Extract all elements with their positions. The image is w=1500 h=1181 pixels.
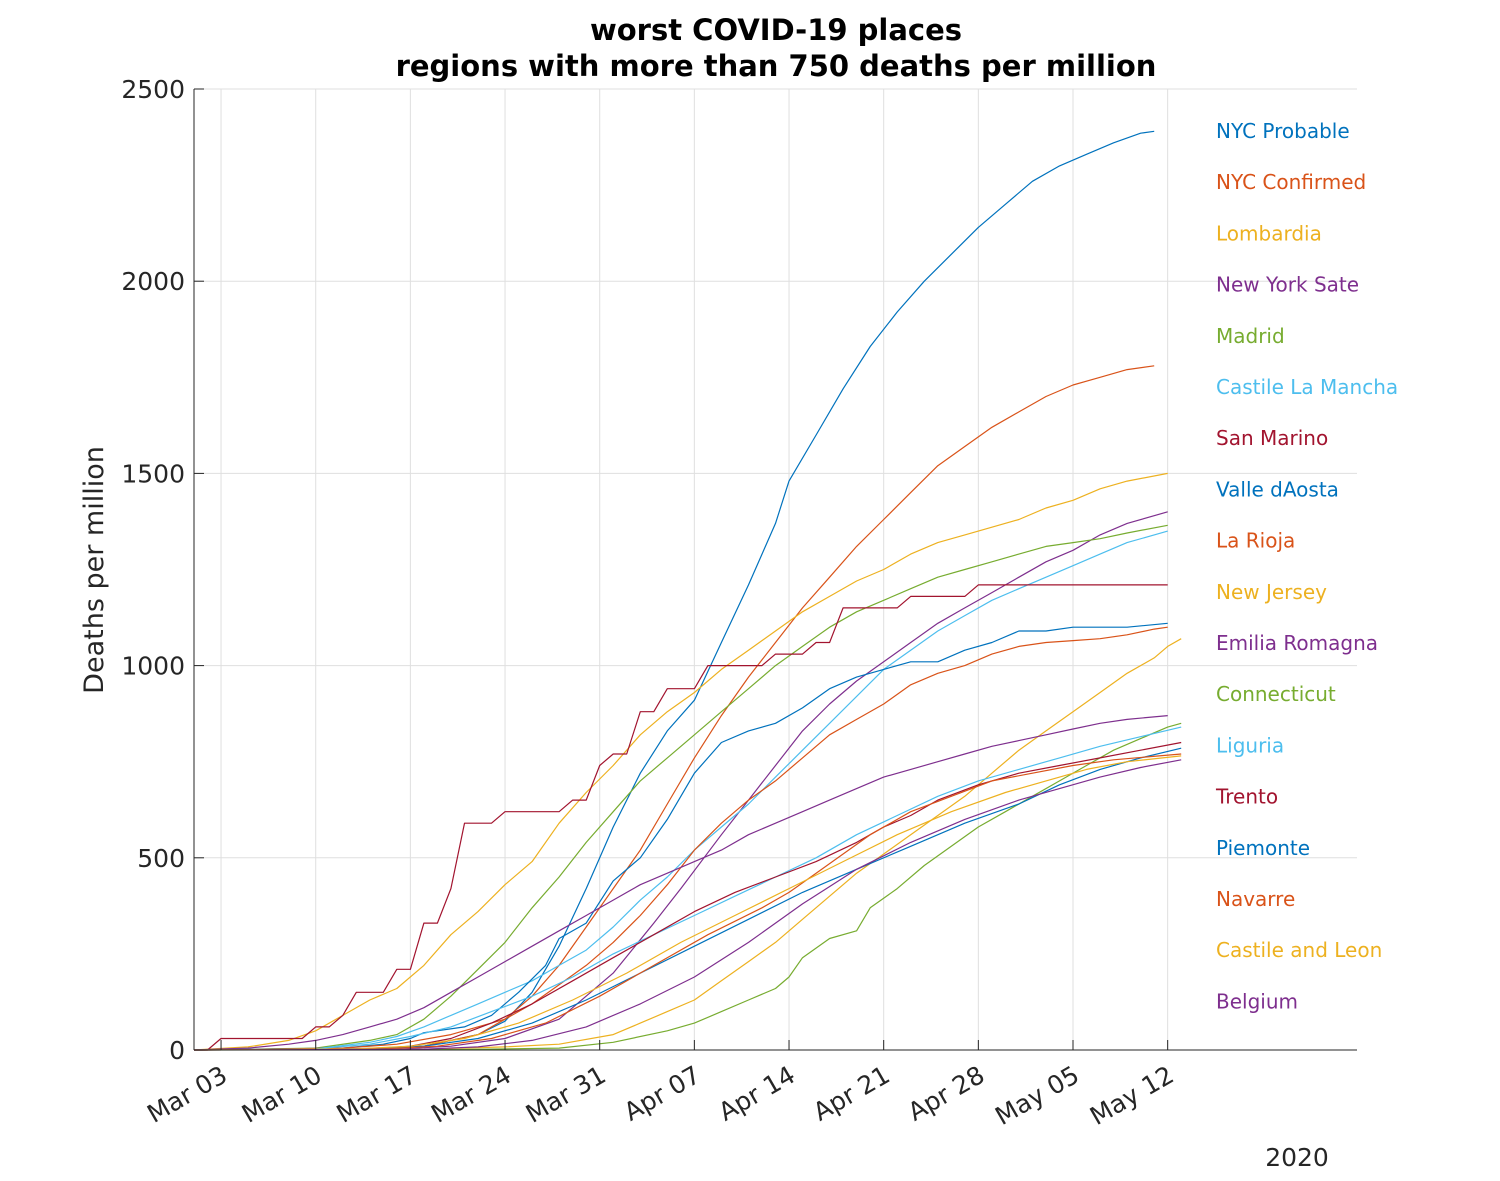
legend-label: Lombardia bbox=[1216, 221, 1322, 245]
legend-label: Emilia Romagna bbox=[1216, 631, 1378, 655]
legend-label: Navarre bbox=[1216, 887, 1295, 911]
legend-label: Castile and Leon bbox=[1216, 938, 1382, 962]
y-axis-ticks: 0 500 1000 1500 2000 2500 bbox=[121, 75, 204, 1065]
legend: NYC Probable NYC Confirmed Lombardia New Yo… bbox=[1215, 119, 1398, 1013]
legend-label: Belgium bbox=[1216, 989, 1298, 1013]
series-line-valle-daosta bbox=[193, 622, 1168, 1051]
legend-label: Madrid bbox=[1216, 324, 1285, 348]
y-tick-label: 500 bbox=[137, 844, 185, 873]
legend-label: Trento bbox=[1215, 785, 1278, 809]
legend-label: Piemonte bbox=[1216, 836, 1310, 860]
chart-title-line-2: regions with more than 750 deaths per mi… bbox=[396, 49, 1157, 83]
axes bbox=[193, 89, 1357, 1051]
series-lines bbox=[193, 130, 1182, 1051]
series-line-navarre bbox=[193, 753, 1182, 1051]
y-tick-label: 1500 bbox=[121, 459, 185, 488]
legend-label: Castile La Mancha bbox=[1216, 375, 1398, 399]
chart-title-line-1: worst COVID-19 places bbox=[590, 13, 962, 47]
legend-label: New York Sate bbox=[1216, 273, 1359, 297]
series-line-madrid bbox=[193, 524, 1168, 1051]
legend-label: San Marino bbox=[1216, 426, 1328, 450]
series-line-san-marino bbox=[194, 584, 1168, 1051]
series-line-castile-la-mancha bbox=[193, 530, 1168, 1051]
legend-label: NYC Confirmed bbox=[1216, 170, 1366, 194]
series-line-trento bbox=[193, 741, 1182, 1051]
legend-label: La Rioja bbox=[1216, 529, 1295, 553]
series-line-liguria bbox=[193, 726, 1182, 1051]
legend-label: New Jersey bbox=[1216, 580, 1327, 604]
x-axis-year-label: 2020 bbox=[1265, 1143, 1329, 1172]
y-tick-label: 1000 bbox=[121, 652, 185, 681]
series-line-lombardia bbox=[193, 472, 1168, 1051]
series-line-belgium bbox=[193, 759, 1182, 1051]
y-tick-label: 2500 bbox=[121, 75, 185, 104]
series-line-emilia-romagna bbox=[193, 715, 1168, 1051]
series-line-castile-and-leon bbox=[193, 755, 1182, 1051]
legend-label: Liguria bbox=[1216, 733, 1284, 757]
series-line-new-york-sate bbox=[193, 511, 1168, 1051]
y-axis-label: Deaths per million bbox=[79, 446, 110, 694]
series-line-nyc-probable bbox=[193, 130, 1155, 1051]
series-line-piemonte bbox=[193, 747, 1182, 1051]
legend-label: Valle dAosta bbox=[1216, 477, 1339, 501]
series-line-connecticut bbox=[193, 722, 1182, 1051]
y-tick-label: 2000 bbox=[121, 267, 185, 296]
legend-label: Connecticut bbox=[1216, 682, 1336, 706]
legend-label: NYC Probable bbox=[1216, 119, 1350, 143]
series-line-new-jersey bbox=[193, 638, 1182, 1051]
series-line-nyc-confirmed bbox=[193, 365, 1155, 1051]
y-tick-label: 0 bbox=[169, 1036, 185, 1065]
